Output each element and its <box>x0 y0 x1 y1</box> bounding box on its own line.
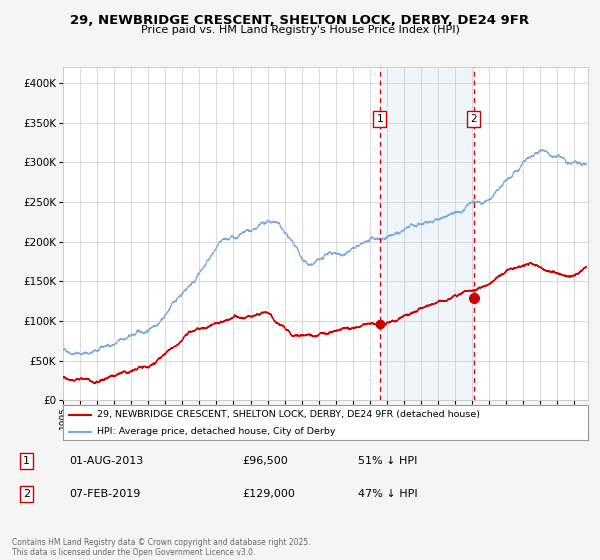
Text: 29, NEWBRIDGE CRESCENT, SHELTON LOCK, DERBY, DE24 9FR (detached house): 29, NEWBRIDGE CRESCENT, SHELTON LOCK, DE… <box>97 410 480 419</box>
Text: HPI: Average price, detached house, City of Derby: HPI: Average price, detached house, City… <box>97 427 335 436</box>
Text: 1: 1 <box>23 456 30 466</box>
Text: 07-FEB-2019: 07-FEB-2019 <box>70 489 141 499</box>
Text: 01-AUG-2013: 01-AUG-2013 <box>70 456 144 466</box>
Bar <box>380 67 473 400</box>
Text: 51% ↓ HPI: 51% ↓ HPI <box>358 456 417 466</box>
Text: Contains HM Land Registry data © Crown copyright and database right 2025.
This d: Contains HM Land Registry data © Crown c… <box>12 538 311 557</box>
Text: 2: 2 <box>470 114 477 124</box>
Text: 47% ↓ HPI: 47% ↓ HPI <box>358 489 417 499</box>
Text: £129,000: £129,000 <box>242 489 295 499</box>
Text: 2: 2 <box>23 489 30 499</box>
Text: Price paid vs. HM Land Registry's House Price Index (HPI): Price paid vs. HM Land Registry's House … <box>140 25 460 35</box>
Text: £96,500: £96,500 <box>242 456 288 466</box>
Text: 29, NEWBRIDGE CRESCENT, SHELTON LOCK, DERBY, DE24 9FR: 29, NEWBRIDGE CRESCENT, SHELTON LOCK, DE… <box>70 14 530 27</box>
Text: 1: 1 <box>376 114 383 124</box>
